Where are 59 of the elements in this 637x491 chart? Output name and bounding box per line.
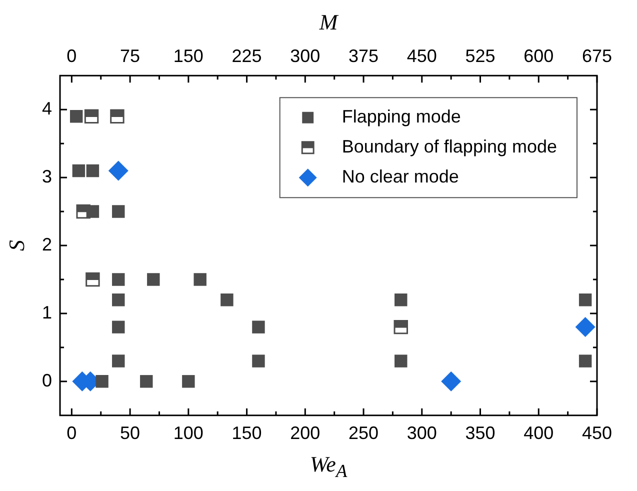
x2-tick-label: 75 xyxy=(120,46,140,66)
point xyxy=(394,354,408,368)
x2-tick-label: 150 xyxy=(173,46,204,66)
x-axis-title: We$_{A}$ xyxy=(310,452,348,482)
point xyxy=(182,375,195,388)
point xyxy=(84,109,99,124)
point xyxy=(578,354,592,368)
point xyxy=(140,375,153,388)
x-tick-label: 100 xyxy=(173,423,204,444)
point xyxy=(72,164,86,178)
x-tick-label: 350 xyxy=(465,423,496,444)
y-tick-label: 0 xyxy=(42,370,52,390)
point xyxy=(70,110,83,123)
x2-axis-title: M xyxy=(318,9,340,34)
x2-tick-label: 675 xyxy=(582,46,612,66)
x-tick-label: 0 xyxy=(66,423,77,444)
x2-tick-label: 450 xyxy=(406,46,437,66)
x-tick-label: 450 xyxy=(582,423,612,444)
x2-tick-label: 300 xyxy=(290,46,320,66)
x-tick-label: 300 xyxy=(406,423,437,444)
point xyxy=(194,273,206,286)
y-tick-label: 3 xyxy=(42,166,52,187)
x-tick-label: 50 xyxy=(120,423,140,444)
x-tick-label: 250 xyxy=(348,423,379,444)
x2-tick-label: 375 xyxy=(348,46,379,66)
point xyxy=(112,273,125,286)
point xyxy=(86,272,100,287)
point xyxy=(252,320,265,334)
point xyxy=(394,294,408,306)
x2-tick-label: 0 xyxy=(66,46,77,66)
point xyxy=(575,317,596,338)
point xyxy=(108,160,128,181)
x2-tick-label: 225 xyxy=(232,46,262,66)
point xyxy=(86,164,100,178)
point xyxy=(110,109,124,124)
point xyxy=(112,205,125,218)
y-tick-label: 4 xyxy=(42,98,52,119)
point xyxy=(578,294,592,306)
point xyxy=(112,320,125,334)
point xyxy=(86,205,100,218)
legend-label: Boundary of flapping mode xyxy=(342,136,558,157)
point xyxy=(112,354,125,368)
x2-tick-label: 600 xyxy=(524,46,554,66)
y-tick-label: 1 xyxy=(42,302,52,322)
x2-tick-label: 525 xyxy=(465,46,496,66)
point xyxy=(441,371,462,392)
y-axis-title: S xyxy=(4,240,29,251)
y-tick-label: 2 xyxy=(42,234,52,254)
point xyxy=(96,375,108,388)
point xyxy=(112,294,125,306)
legend-label: Flapping mode xyxy=(342,106,461,127)
point xyxy=(147,273,160,286)
legend-label: No clear mode xyxy=(342,166,459,187)
x-tick-label: 400 xyxy=(524,423,554,444)
point xyxy=(252,354,265,368)
point xyxy=(394,320,408,334)
x-tick-label: 200 xyxy=(290,423,320,444)
x-tick-label: 150 xyxy=(232,423,262,444)
point xyxy=(220,294,234,306)
